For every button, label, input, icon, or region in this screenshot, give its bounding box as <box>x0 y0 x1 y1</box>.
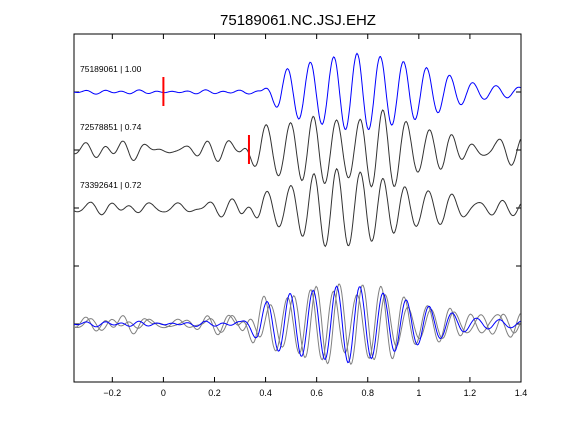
trace-label-1: 75189061 | 1.00 <box>80 64 142 74</box>
overlay-trace-1 <box>73 285 521 361</box>
x-tick-label: 0.6 <box>310 388 323 398</box>
x-tick-label: 0 <box>161 388 166 398</box>
x-tick-label: 0.2 <box>208 388 221 398</box>
trace-label-2: 72578851 | 0.74 <box>80 122 142 132</box>
waveform-trace-1 <box>73 52 521 131</box>
pick-markers <box>162 77 250 164</box>
x-tick-label: −0.2 <box>103 388 121 398</box>
trace-group <box>73 52 521 366</box>
x-tick-label: 1.2 <box>464 388 477 398</box>
x-tick-label: 1 <box>416 388 421 398</box>
x-axis: −0.2 0 0.2 0.4 0.6 0.8 1 1.2 1.4 <box>103 34 527 398</box>
waveform-trace-3 <box>73 167 521 248</box>
x-tick-label: 0.4 <box>259 388 272 398</box>
trace-labels: 75189061 | 1.00 72578851 | 0.74 73392641 |… <box>80 64 142 190</box>
x-tick-label: 0.8 <box>361 388 374 398</box>
overlay-trace-3 <box>73 285 521 364</box>
chart-title: 75189061.NC.JSJ.EHZ <box>220 12 376 29</box>
waveform-trace-2 <box>73 109 521 188</box>
overlay-trace-2 <box>73 283 521 366</box>
x-tick-label: 1.4 <box>515 388 528 398</box>
trace-label-3: 73392641 | 0.72 <box>80 180 142 190</box>
